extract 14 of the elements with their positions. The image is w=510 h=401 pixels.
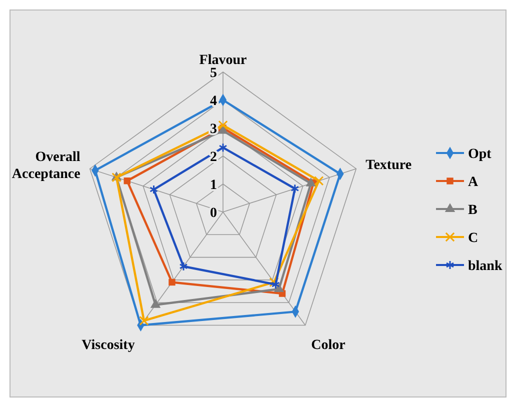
y-tick-label: 2 <box>210 150 217 165</box>
spoke-label: Texture <box>366 158 412 174</box>
y-tick-label: 5 <box>210 66 217 81</box>
spoke-label: Overall Acceptance <box>12 150 80 182</box>
spoke-label: Flavour <box>199 53 247 68</box>
legend-label: C <box>468 231 478 246</box>
legend-label: A <box>468 175 479 190</box>
legend-label: blank <box>468 259 502 274</box>
y-tick-label: 1 <box>210 178 217 193</box>
spoke-label: Viscosity <box>82 338 135 353</box>
y-tick-label: 0 <box>210 206 217 221</box>
legend-label: Opt <box>468 147 492 162</box>
spoke-label: Color <box>311 338 346 353</box>
legend-label: B <box>468 203 478 218</box>
